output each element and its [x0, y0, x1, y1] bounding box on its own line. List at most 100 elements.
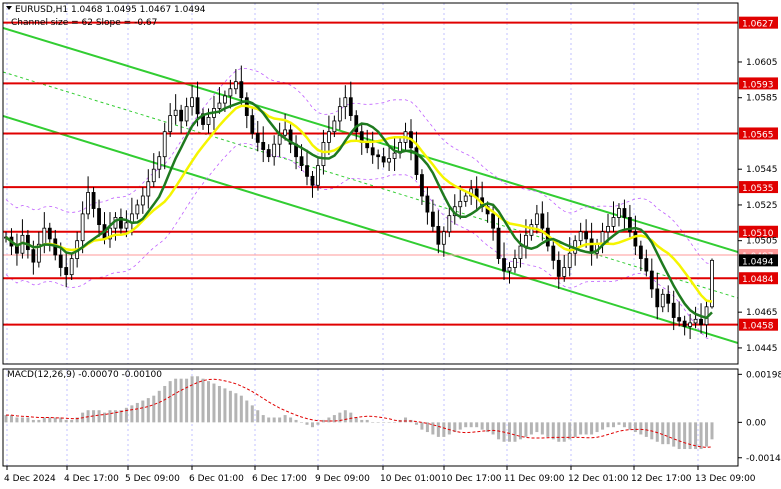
macd-histogram-bar: [239, 395, 243, 423]
time-tick-label: 10 Dec 17:00: [441, 474, 502, 484]
macd-histogram-bar: [486, 422, 490, 433]
macd-histogram-bar: [595, 422, 599, 433]
candle-body: [184, 106, 189, 122]
moving-averages: [5, 99, 713, 320]
candle-body: [671, 302, 676, 318]
macd-histogram-bar: [573, 422, 577, 437]
candle-body: [91, 192, 96, 209]
macd-histogram-bar: [316, 422, 320, 425]
macd-histogram-bar: [20, 417, 24, 423]
level-badge: [739, 16, 778, 29]
candle-body: [458, 200, 463, 208]
candle-body: [430, 211, 435, 227]
macd-tick-label: -0.00146: [746, 454, 781, 464]
macd-histogram-bar: [710, 422, 714, 440]
candle-body: [660, 293, 665, 308]
macd-histogram-bar: [152, 395, 156, 423]
macd-histogram-bar: [420, 422, 424, 430]
candle-body: [233, 81, 238, 90]
macd-histogram-bar: [365, 419, 369, 423]
macd-histogram-bar: [141, 400, 145, 423]
level-badge: [739, 181, 778, 194]
macd-histogram-bar: [179, 378, 183, 423]
macd-histogram-bar: [469, 422, 473, 428]
macd-histogram-bar: [119, 410, 123, 423]
macd-histogram-bar: [414, 422, 418, 425]
candle-body: [272, 143, 277, 158]
macd-histogram-bar: [206, 381, 210, 423]
time-axis: 4 Dec 2024 4 Dec 17:00 5 Dec 09:00 6 Dec 01…: [4, 466, 756, 484]
macd-histogram-bar: [157, 390, 161, 423]
macd-histogram-bar: [4, 415, 8, 423]
candle-body: [628, 217, 632, 233]
macd-histogram-bar: [622, 422, 626, 428]
candle-body: [507, 267, 512, 272]
candle-body: [584, 231, 589, 240]
collapse-triangle-icon[interactable]: [6, 6, 12, 10]
candle-body: [677, 317, 682, 322]
macd-tick-label: 0.00198: [746, 370, 781, 380]
macd-histogram-bar: [464, 422, 468, 428]
candle-body: [31, 249, 36, 263]
macd-histogram-bar: [245, 400, 249, 423]
macd-histogram-bar: [228, 390, 232, 423]
macd-histogram-bar: [382, 422, 386, 423]
macd-histogram-bar: [343, 410, 347, 423]
macd-axis: 0.00198 0.00 -0.00146: [738, 370, 781, 464]
candle-body: [195, 97, 200, 115]
level-label: 1.0565: [742, 130, 774, 140]
channel-info: Channel size = 62 Slope = -0.67: [11, 18, 157, 28]
candle-body: [310, 175, 315, 186]
macd-histogram-bar: [606, 422, 610, 428]
candle-body: [217, 102, 222, 109]
macd-histogram-bar: [639, 422, 643, 435]
candle-body: [496, 227, 501, 259]
price-tick-label: 1.0445: [746, 344, 778, 354]
chart-symbol-header: EURUSD,H1 1.0468 1.0495 1.0467 1.0494: [15, 5, 206, 15]
macd-histogram-bar: [190, 376, 194, 423]
macd-histogram-bar: [628, 422, 632, 430]
macd-histogram-bar: [436, 422, 440, 437]
macd-histogram-bar: [256, 410, 260, 423]
candle-body: [365, 141, 370, 149]
candle-body: [119, 217, 123, 229]
macd-histogram-bar: [201, 378, 205, 423]
candle-body: [58, 254, 63, 268]
macd-histogram-bar: [672, 422, 676, 447]
macd-histogram-bar: [48, 417, 52, 423]
level-label: 1.0627: [742, 20, 774, 30]
candle-body: [223, 95, 227, 104]
candle-body: [606, 225, 610, 233]
candle-body: [140, 195, 145, 206]
macd-histogram-bar: [234, 393, 238, 423]
envelope-upper: [5, 68, 713, 265]
candle-body: [190, 97, 194, 108]
macd-histogram-bar: [217, 385, 221, 423]
candle-body: [556, 259, 561, 277]
candle-body: [387, 158, 392, 163]
macd-histogram-bar: [371, 422, 375, 423]
level-badge: [739, 225, 778, 238]
macd-histogram-bar: [31, 419, 35, 423]
candle-body: [699, 318, 703, 326]
candle-body: [162, 131, 167, 158]
macd-histogram-bar: [617, 422, 621, 425]
candle-body: [589, 238, 594, 254]
candle-body: [420, 174, 424, 197]
level-badge: [739, 272, 778, 285]
price-levels: 1.0627 1.0593 1.0565 1.0535 1.0510 1.0484 1.04…: [3, 16, 778, 332]
macd-histogram-bar: [376, 422, 380, 423]
macd-histogram-bar: [699, 422, 703, 450]
macd-histogram-bar: [75, 417, 79, 423]
current-price-badge: [739, 254, 778, 267]
macd-histogram-bar: [568, 422, 572, 440]
macd-signal-line: [6, 378, 713, 448]
candle-body: [15, 245, 19, 254]
macd-histogram-bar: [64, 419, 68, 423]
macd-histogram-bar: [97, 410, 101, 423]
macd-histogram-bar: [130, 405, 134, 423]
candle-body: [370, 147, 375, 156]
time-tick-label: 6 Dec 01:00: [189, 474, 244, 484]
macd-histogram-bar: [42, 417, 46, 423]
